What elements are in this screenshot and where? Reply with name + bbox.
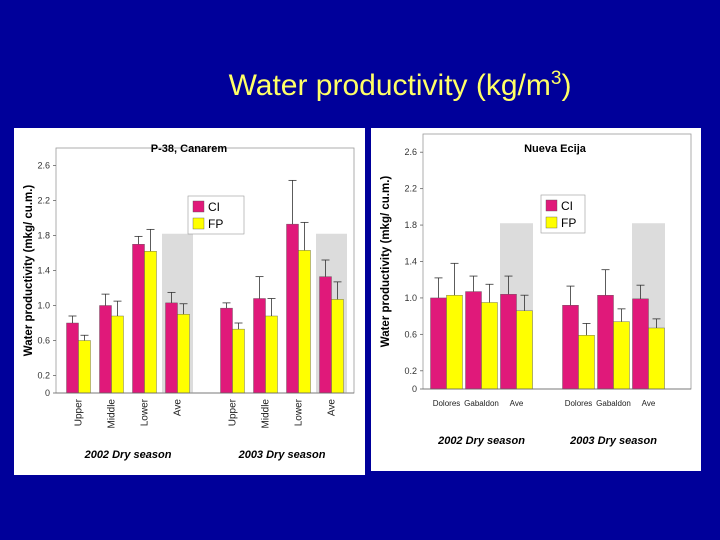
y-tick-label: 1.4 [404, 257, 417, 267]
category-label: Ave [173, 399, 184, 416]
bar-ci [286, 223, 299, 394]
bar-fp [111, 315, 124, 394]
group-label: 2003 Dry season [238, 449, 326, 461]
y-tick-label: 2.2 [404, 184, 417, 194]
bar-ci [465, 291, 482, 390]
category-label: Lower [140, 398, 151, 426]
category-label: Middle [261, 399, 272, 429]
chart-right-svg: Nueva Ecija 0 0.2 0.6 1.0 1.4 1.8 2.2 2.6 Water p… [380, 133, 692, 447]
bar-fp [78, 340, 91, 394]
y-tick-label: 0 [412, 384, 417, 394]
bar-ci [220, 307, 233, 394]
legend-label-ci: CI [208, 200, 220, 214]
bar-ci [562, 305, 579, 390]
bar-ci [430, 297, 447, 390]
bar-ci [165, 302, 178, 394]
y-tick-label: 2.2 [37, 196, 50, 206]
y-tick-label: 2.6 [37, 161, 50, 171]
legend-label-ci: CI [561, 199, 573, 213]
chart-title: Nueva Ecija [524, 143, 587, 155]
y-tick-label: 0.6 [37, 336, 50, 346]
y-tick-label: 1.8 [37, 231, 50, 241]
legend-swatch-fp [192, 217, 205, 230]
bar-fp [481, 302, 498, 390]
category-label: Lower [294, 398, 305, 426]
bar-ci [66, 322, 79, 394]
category-label: Ave [510, 399, 524, 408]
bar-fp [516, 310, 533, 390]
bar-fp [648, 327, 665, 390]
bar-fp [298, 250, 311, 394]
y-tick-label: 1.8 [404, 220, 417, 230]
y-tick-label: 1.4 [37, 266, 50, 276]
group-label: 2003 Dry season [569, 435, 657, 447]
category-label: Ave [642, 399, 656, 408]
bar-ci [132, 244, 145, 394]
chart-panel-right: Nueva Ecija 0 0.2 0.6 1.0 1.4 1.8 2.2 2.6 Water p… [371, 128, 701, 471]
y-axis-label: Water productivity (mkg/ cu.m.) [23, 185, 35, 357]
bar-fp [446, 294, 463, 390]
group-label: 2002 Dry season [84, 449, 172, 461]
slide-title: Water productivity (kg/m3) [0, 68, 720, 103]
bar-ci [319, 276, 332, 394]
category-label: Dolores [565, 399, 593, 408]
group-label: 2002 Dry season [437, 435, 525, 447]
slide-title-text: Water productivity (kg/m [228, 69, 551, 102]
category-label: Upper [228, 398, 239, 426]
bar-ci [632, 298, 649, 390]
bar-fp [144, 251, 157, 394]
y-tick-label: 0.6 [404, 329, 417, 339]
category-label: Upper [74, 398, 85, 426]
category-label: Dolores [433, 399, 461, 408]
slide-title-close: ) [561, 69, 572, 102]
y-tick-label: 0.2 [37, 371, 50, 381]
legend-swatch-fp [545, 216, 558, 229]
y-tick-label: 0 [45, 388, 50, 398]
bar-ci [253, 298, 266, 394]
bar-fp [265, 315, 278, 394]
y-tick-label: 0.2 [404, 366, 417, 376]
slide-title-superscript: 3 [550, 68, 562, 89]
category-label: Gabaldon [596, 399, 631, 408]
legend-swatch-ci [192, 200, 205, 213]
bar-ci [99, 305, 112, 394]
chart-panel-left: P-38, Canarem 0 0.2 0.6 1.0 1.4 1.8 2.2 2.6 Water… [14, 128, 365, 475]
y-tick-label: 2.6 [404, 147, 417, 157]
bar-fp [177, 314, 190, 394]
y-tick-label: 1.0 [37, 301, 50, 311]
bar-fp [331, 299, 344, 394]
bar-fp [232, 328, 245, 394]
legend-label-fp: FP [208, 217, 223, 231]
bar-ci [500, 294, 517, 390]
y-tick-label: 1.0 [404, 293, 417, 303]
bar-fp [578, 335, 595, 390]
category-label: Gabaldon [464, 399, 499, 408]
bar-ci [597, 294, 614, 390]
category-label: Ave [327, 399, 338, 416]
chart-left-svg: P-38, Canarem 0 0.2 0.6 1.0 1.4 1.8 2.2 2.6 Water… [23, 143, 355, 461]
category-label: Middle [107, 399, 118, 429]
bar-fp [613, 321, 630, 390]
legend-label-fp: FP [561, 216, 576, 230]
chart-title: P-38, Canarem [151, 143, 228, 155]
legend-swatch-ci [545, 199, 558, 212]
y-axis-label: Water productivity (mkg/ cu.m.) [380, 176, 392, 348]
